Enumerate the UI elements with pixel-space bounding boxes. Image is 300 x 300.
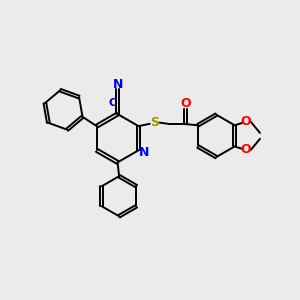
Text: N: N (112, 77, 123, 91)
Text: N: N (139, 146, 149, 159)
Text: O: O (241, 143, 251, 157)
Text: S: S (150, 116, 159, 129)
Text: C: C (108, 98, 116, 108)
Text: O: O (241, 115, 251, 128)
Text: O: O (180, 97, 190, 110)
